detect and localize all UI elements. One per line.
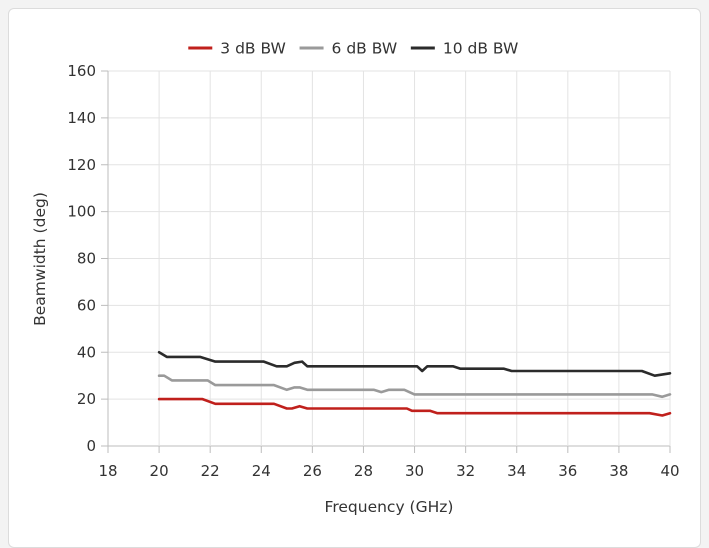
series-line-10-db-bw [157, 350, 672, 378]
x-tick-label: 20 [150, 462, 169, 480]
y-tick-label: 100 [67, 203, 96, 221]
chart-card [8, 8, 701, 548]
x-axis-ticks: 18 20 22 24 26 28 30 32 34 36 38 40 [98, 446, 680, 480]
legend-label-3-db-bw[interactable]: 3 dB BW [220, 40, 286, 58]
x-axis-title: Frequency (GHz) [325, 498, 454, 516]
y-tick-label: 140 [67, 109, 96, 127]
x-tick-label: 28 [354, 462, 373, 480]
x-tick-label: 24 [252, 462, 271, 480]
y-axis-title: Beamwidth (deg) [31, 192, 49, 326]
x-tick-label: 36 [558, 462, 577, 480]
legend-label-6-db-bw[interactable]: 6 dB BW [332, 40, 398, 58]
y-tick-label: 0 [86, 437, 96, 455]
series-lines [157, 350, 672, 417]
legend-label-10-db-bw[interactable]: 10 dB BW [443, 40, 518, 58]
legend[interactable]: 3 dB BW 6 dB BW 10 dB BW [188, 40, 518, 58]
x-tick-label: 26 [303, 462, 322, 480]
series-line-3-db-bw [157, 397, 672, 417]
y-axis-ticks: 0 20 40 60 80 100 120 140 160 [67, 62, 108, 455]
x-tick-label: 38 [609, 462, 628, 480]
x-tick-label: 22 [201, 462, 220, 480]
x-tick-label: 40 [660, 462, 679, 480]
y-tick-label: 20 [77, 390, 96, 408]
series-line-6-db-bw [157, 374, 672, 399]
y-tick-label: 120 [67, 156, 96, 174]
x-tick-label: 32 [456, 462, 475, 480]
y-tick-label: 60 [77, 296, 96, 314]
beamwidth-chart: 18 20 22 24 26 28 30 32 34 36 38 40 0 20 40 60 80 100 120… [31, 40, 680, 517]
x-tick-label: 30 [405, 462, 424, 480]
y-tick-label: 160 [67, 62, 96, 80]
y-tick-label: 40 [77, 343, 96, 361]
y-tick-label: 80 [77, 250, 96, 268]
x-tick-label: 34 [507, 462, 526, 480]
x-tick-label: 18 [98, 462, 117, 480]
